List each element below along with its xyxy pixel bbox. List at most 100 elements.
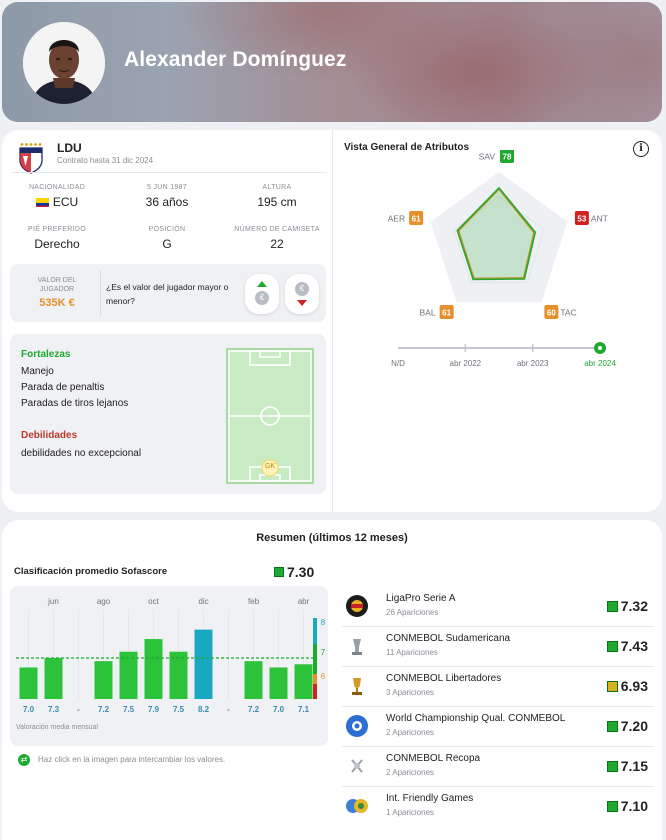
competition-row[interactable]: CONMEBOL Sudamericana 11 Apariciones 7.43 xyxy=(342,626,658,666)
chart-month-label: jun xyxy=(47,597,59,606)
preferred-foot-label: PIÉ PREFERIDO xyxy=(28,226,86,233)
chart-value-label: 7.5 xyxy=(173,705,185,714)
timeline-label[interactable]: abr 2022 xyxy=(450,359,482,368)
club-logo[interactable] xyxy=(18,142,44,174)
chart-value-label: 7.2 xyxy=(248,705,260,714)
competition-row[interactable]: CONMEBOL Libertadores 3 Apariciones 6.93 xyxy=(342,666,658,706)
attribute-value: 61 xyxy=(412,215,421,224)
competition-row[interactable]: Int. Friendly Games 1 Apariciones 7.10 xyxy=(342,786,658,826)
competition-name[interactable]: Int. Friendly Games xyxy=(386,793,474,804)
competition-appearances: 1 Apariciones xyxy=(386,808,435,817)
timeline-label[interactable]: abr 2023 xyxy=(517,359,549,368)
chart-value-label: 7.1 xyxy=(298,705,310,714)
attribute-timeline: N/D abr 2022 abr 2023 abr 2024 xyxy=(391,342,616,368)
column-divider xyxy=(332,130,333,512)
chart-bar[interactable] xyxy=(119,651,138,699)
vote-lower-button[interactable]: € xyxy=(285,274,319,314)
summary-title: Resumen (últimos 12 meses) xyxy=(256,532,408,544)
monthly-rating-chart[interactable]: 7.0 jun 7.3 - ago 7.2 7.5 oct 7.9 7.5 dic 8.2 - feb 7.… xyxy=(10,586,328,746)
vote-higher-button[interactable]: € xyxy=(245,274,279,314)
competition-row[interactable]: World Championship Qual. CONMEBOL 2 Apari… xyxy=(342,706,658,746)
radar-current-shape xyxy=(456,186,537,281)
competition-appearances: 2 Apariciones xyxy=(386,768,435,777)
chart-bar[interactable] xyxy=(244,661,263,699)
position-marker: GK xyxy=(264,463,276,470)
chart-bar[interactable] xyxy=(194,629,213,699)
shirt-number-label: NÚMERO DE CAMISETA xyxy=(234,226,320,233)
rating-color-icon xyxy=(274,566,284,577)
divider xyxy=(342,706,654,707)
competition-rating: 7.10 xyxy=(606,798,648,814)
chart-bar[interactable] xyxy=(294,664,313,699)
chart-month-label: dic xyxy=(198,597,208,606)
chart-bar[interactable] xyxy=(19,667,38,699)
competition-row[interactable]: LigaPro Serie A 26 Apariciones 7.32 xyxy=(342,586,658,626)
info-icon[interactable]: i xyxy=(633,141,649,157)
scale-label: 6 xyxy=(321,672,326,681)
chart-bar[interactable] xyxy=(169,651,188,699)
position-value: G xyxy=(162,237,172,251)
competition-rating-value: 6.93 xyxy=(620,678,648,694)
nationality-value[interactable]: ECU xyxy=(52,195,79,209)
competition-appearances: 3 Apariciones xyxy=(386,688,435,697)
competition-name[interactable]: CONMEBOL Recopa xyxy=(386,753,481,764)
chart-bar[interactable] xyxy=(144,639,163,699)
divider xyxy=(342,666,654,667)
timeline-label[interactable]: abr 2024 xyxy=(584,359,616,368)
competition-rating-value: 7.43 xyxy=(620,638,648,654)
competition-appearances: 26 Apariciones xyxy=(386,608,439,617)
preferred-foot-value: Derecho xyxy=(34,237,80,251)
timeline-active-dot xyxy=(598,346,602,350)
average-rating-value: 7.30 xyxy=(287,563,315,580)
strength-item: Parada de penaltis xyxy=(21,382,105,393)
competition-name[interactable]: CONMEBOL Sudamericana xyxy=(386,633,511,644)
chart-value-label: 7.5 xyxy=(123,705,135,714)
arrow-up-icon xyxy=(257,281,267,287)
chart-value-label: - xyxy=(227,705,230,714)
chart-value-label: 7.3 xyxy=(48,705,60,714)
scale-label: 7 xyxy=(321,648,326,657)
swap-hint: Haz click en la imagen para intercambiar… xyxy=(38,755,226,764)
age-value: 36 años xyxy=(145,195,189,209)
monthly-rating-svg[interactable]: 7.0 jun 7.3 - ago 7.2 7.5 oct 7.9 7.5 dic 8.2 - feb 7.… xyxy=(10,586,328,746)
competition-row[interactable]: CONMEBOL Recopa 2 Apariciones 7.15 xyxy=(342,746,658,786)
competition-name[interactable]: LigaPro Serie A xyxy=(386,593,456,604)
chart-value-label: 7.0 xyxy=(273,705,285,714)
attribute-key: ANT xyxy=(591,214,608,224)
market-value-question: ¿Es el valor del jugador mayor o menor? xyxy=(106,282,229,306)
weakness-item: debilidades no excepcional xyxy=(21,448,142,459)
radar-attribute-ant: 53 ANT xyxy=(574,211,608,226)
competition-rating-value: 7.10 xyxy=(620,798,648,814)
competition-rating: 7.43 xyxy=(606,638,648,654)
chart-month-label: oct xyxy=(148,597,159,606)
chart-bar[interactable] xyxy=(44,658,63,699)
chart-month-label: abr xyxy=(298,597,310,606)
radar-attribute-tac: 60 TAC xyxy=(544,304,577,319)
swap-icon[interactable]: ⇄ xyxy=(18,754,30,766)
timeline-label[interactable]: N/D xyxy=(391,359,405,368)
competition-name[interactable]: CONMEBOL Libertadores xyxy=(386,673,502,684)
birth-date-label: 5 JUN 1987 xyxy=(147,184,187,191)
divider xyxy=(342,786,654,787)
competition-logo-icon xyxy=(346,675,368,697)
competition-logo-icon xyxy=(346,795,368,817)
attribute-radar-chart: 78 SAV 53 ANT 60 TAC 61 BAL 61 AER xyxy=(388,150,608,319)
radar-attribute-sav: 78 SAV xyxy=(479,150,514,163)
attribute-value: 53 xyxy=(577,215,586,224)
height-label: ALTURA xyxy=(262,184,292,191)
club-name[interactable]: LDU xyxy=(57,141,82,155)
strengths-title: Fortalezas xyxy=(21,349,71,360)
chart-value-label: 7.9 xyxy=(148,705,160,714)
chart-bar[interactable] xyxy=(94,661,113,699)
arrow-down-icon xyxy=(297,300,307,306)
shirt-number-value: 22 xyxy=(270,237,284,251)
player-header: Alexander Domínguez xyxy=(2,2,662,122)
competition-name[interactable]: World Championship Qual. CONMEBOL xyxy=(386,713,566,724)
competition-rating-value: 7.15 xyxy=(620,758,648,774)
competition-rating: 7.15 xyxy=(606,758,648,774)
competition-logo-icon xyxy=(346,715,368,737)
radar-background xyxy=(430,172,568,303)
radar-grid xyxy=(453,195,545,283)
chart-bar[interactable] xyxy=(269,667,288,699)
scale-segment-good xyxy=(313,644,317,674)
